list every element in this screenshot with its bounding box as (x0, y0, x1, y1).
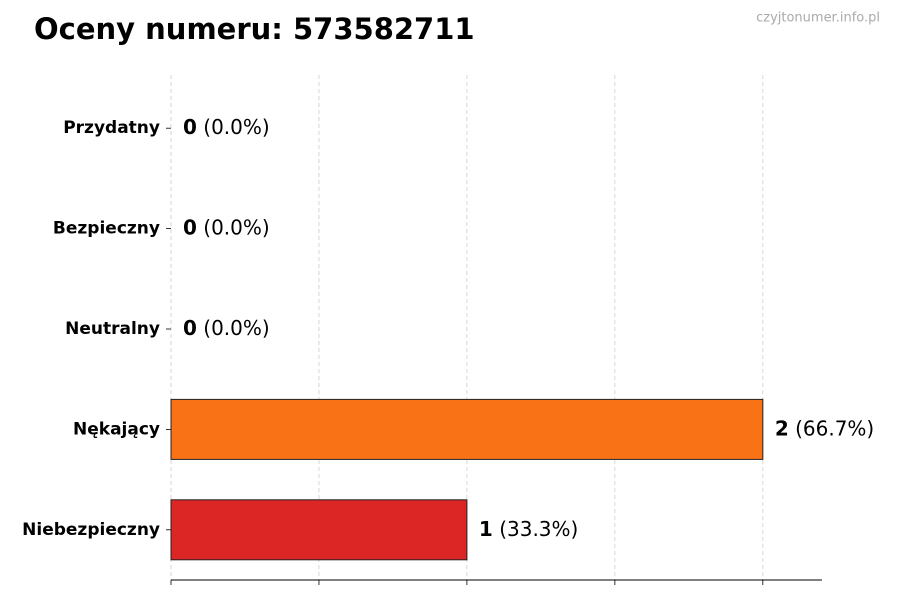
watermark: czyjtonumer.info.pl (756, 11, 880, 26)
value-percent: (33.3%) (499, 516, 578, 540)
value-label: 0 (0.0%) (183, 215, 270, 239)
y-tick-label: Bezpieczny (53, 219, 160, 239)
chart-title: Oceny numeru: 573582711 (34, 12, 475, 46)
bar (170, 499, 468, 561)
y-tick-label: Neutralny (65, 319, 160, 339)
value-count: 0 (183, 215, 197, 239)
value-percent: (0.0%) (203, 115, 269, 139)
value-percent: (66.7%) (795, 416, 874, 440)
y-tick-label: Przydatny (63, 118, 160, 138)
y-tick-label: Niebezpieczny (22, 520, 160, 540)
value-label: 0 (0.0%) (183, 316, 270, 340)
value-percent: (0.0%) (203, 316, 269, 340)
value-label: 0 (0.0%) (183, 115, 270, 139)
value-count: 1 (479, 516, 493, 540)
value-percent: (0.0%) (203, 215, 269, 239)
y-tick-label: Nękający (73, 419, 160, 439)
bar (170, 398, 764, 460)
value-count: 0 (183, 316, 197, 340)
value-count: 2 (775, 416, 789, 440)
value-label: 2 (66.7%) (775, 416, 874, 440)
value-count: 0 (183, 115, 197, 139)
value-label: 1 (33.3%) (479, 516, 578, 540)
